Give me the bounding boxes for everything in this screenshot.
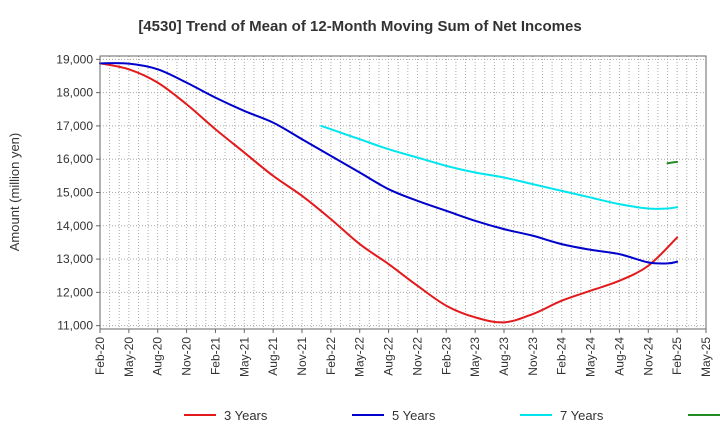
x-tick-label: Aug-20 bbox=[151, 337, 165, 376]
y-tick-label: 18,000 bbox=[56, 86, 93, 100]
x-tick-label: Feb-23 bbox=[439, 337, 453, 375]
plot-frame bbox=[99, 55, 707, 330]
x-tick-label: Nov-20 bbox=[180, 337, 194, 376]
x-tick-label: May-23 bbox=[468, 337, 482, 377]
legend-label-5-years: 5 Years bbox=[392, 408, 436, 423]
y-tick-label: 16,000 bbox=[56, 152, 93, 166]
series-line-7-years bbox=[320, 124, 679, 210]
x-tick-label: Aug-21 bbox=[266, 337, 280, 376]
series-line-3-years bbox=[99, 62, 679, 324]
series-line-5-years bbox=[99, 62, 679, 265]
series-lines bbox=[99, 62, 679, 324]
x-axis-ticks: Feb-20 May-20 Aug-20 Nov-20 Feb-21 May-21 Aug-… bbox=[93, 329, 713, 377]
series-line-10-years bbox=[666, 160, 679, 165]
x-tick-label: May-25 bbox=[699, 337, 713, 377]
y-tick-label: 13,000 bbox=[56, 252, 93, 266]
x-tick-label: Feb-25 bbox=[670, 337, 684, 375]
x-tick-label: Feb-22 bbox=[324, 337, 338, 375]
x-tick-label: Feb-24 bbox=[555, 337, 569, 375]
y-tick-label: 12,000 bbox=[56, 285, 93, 299]
x-tick-label: Nov-23 bbox=[526, 337, 540, 376]
x-tick-label: Nov-24 bbox=[641, 337, 655, 376]
x-tick-label: May-20 bbox=[122, 337, 136, 377]
y-tick-label: 15,000 bbox=[56, 186, 93, 200]
legend-label-7-years: 7 Years bbox=[560, 408, 604, 423]
x-tick-label: May-22 bbox=[353, 337, 367, 377]
x-tick-label: May-24 bbox=[584, 337, 598, 377]
x-tick-label: Feb-21 bbox=[208, 337, 222, 375]
x-tick-label: Feb-20 bbox=[93, 337, 107, 375]
y-axis-label: Amount (million yen) bbox=[7, 133, 22, 252]
x-tick-label: Aug-23 bbox=[497, 337, 511, 376]
x-tick-label: Aug-22 bbox=[382, 337, 396, 376]
x-tick-label: Nov-22 bbox=[410, 337, 424, 376]
x-tick-label: Nov-21 bbox=[295, 337, 309, 376]
y-tick-label: 14,000 bbox=[56, 219, 93, 233]
y-tick-label: 17,000 bbox=[56, 119, 93, 133]
y-tick-label: 19,000 bbox=[56, 52, 93, 66]
y-tick-label: 11,000 bbox=[57, 319, 93, 333]
legend-label-3-years: 3 Years bbox=[224, 408, 268, 423]
grid-lines bbox=[99, 56, 707, 329]
x-tick-label: May-21 bbox=[237, 337, 251, 377]
chart-title: [4530] Trend of Mean of 12-Month Moving … bbox=[138, 18, 581, 35]
y-axis-ticks: 11,000 12,000 13,000 14,000 15,000 16,000 17,0… bbox=[56, 52, 100, 333]
x-tick-label: Aug-24 bbox=[612, 337, 626, 376]
